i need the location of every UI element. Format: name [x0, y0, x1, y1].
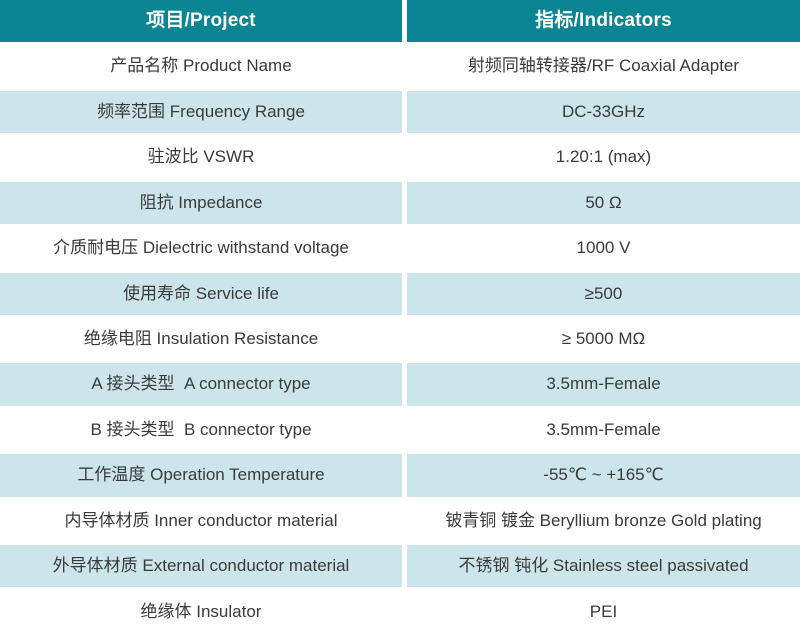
- column-divider: [402, 136, 407, 179]
- project-label: 绝缘体 Insulator: [140, 601, 262, 621]
- table-row: 外导体材质 External conductor material 不锈钢 钝化…: [0, 545, 800, 591]
- indicator-cell: PEI: [407, 590, 800, 633]
- indicator-value: 50 Ω: [585, 192, 622, 212]
- column-divider: [402, 590, 407, 633]
- indicator-value: DC-33GHz: [561, 101, 646, 121]
- column-divider: [402, 90, 407, 134]
- project-cell: 工作温度 Operation Temperature: [0, 454, 402, 497]
- indicator-cell: 不锈钢 钝化 Stainless steel passivated: [407, 545, 800, 588]
- column-divider: [402, 545, 407, 588]
- project-label: 绝缘电阻 Insulation Resistance: [83, 328, 319, 348]
- table-row: 使用寿命 Service life ≥500: [0, 272, 800, 318]
- indicator-value: ≥500: [584, 283, 623, 303]
- project-label: 频率范围 Frequency Range: [97, 101, 305, 121]
- header-cell-indicators: 指标/Indicators: [407, 0, 800, 43]
- table-row: A 接头类型 A connector type 3.5mm-Female: [0, 363, 800, 409]
- project-label: 使用寿命 Service life: [123, 283, 279, 303]
- table-row: 产品名称 Product Name 射频同轴转接器/RF Coaxial Ada…: [0, 45, 800, 91]
- column-divider: [402, 45, 407, 88]
- indicator-value: PEI: [589, 601, 618, 621]
- table-row: B 接头类型 B connector type 3.5mm-Female: [0, 408, 800, 455]
- indicator-value: -55℃ ~ +165℃: [543, 465, 664, 485]
- indicator-cell: 1.20:1 (max): [407, 136, 800, 179]
- project-cell: 使用寿命 Service life: [0, 272, 402, 315]
- indicator-value: 不锈钢 钝化 Stainless steel passivated: [458, 556, 749, 576]
- header-cell-project: 项目/Project: [0, 0, 402, 43]
- indicator-cell: 射频同轴转接器/RF Coaxial Adapter: [407, 45, 800, 88]
- project-cell: 驻波比 VSWR: [0, 136, 402, 179]
- project-label: 驻波比 VSWR: [147, 147, 255, 167]
- project-cell: 产品名称 Product Name: [0, 45, 402, 88]
- indicator-cell: 50 Ω: [407, 181, 800, 225]
- table-row: 介质耐电压 Dielectric withstand voltage 1000 …: [0, 227, 800, 273]
- project-cell: A 接头类型 A connector type: [0, 363, 402, 406]
- project-cell: 绝缘电阻 Insulation Resistance: [0, 317, 402, 361]
- project-label: 内导体材质 Inner conductor material: [64, 510, 338, 530]
- table-row: 驻波比 VSWR 1.20:1 (max): [0, 136, 800, 182]
- indicator-cell: DC-33GHz: [407, 90, 800, 134]
- table-header-row: 项目/Project 指标/Indicators: [0, 0, 800, 46]
- column-divider: [402, 272, 407, 315]
- project-label: 工作温度 Operation Temperature: [77, 465, 325, 485]
- column-divider: [402, 0, 407, 43]
- column-divider: [402, 408, 407, 452]
- table-row: 绝缘体 Insulator PEI: [0, 590, 800, 633]
- indicator-value: 1000 V: [576, 238, 631, 258]
- column-divider: [402, 227, 407, 270]
- project-cell: B 接头类型 B connector type: [0, 408, 402, 452]
- column-divider: [402, 181, 407, 225]
- project-cell: 绝缘体 Insulator: [0, 590, 402, 633]
- project-cell: 介质耐电压 Dielectric withstand voltage: [0, 227, 402, 270]
- table-row: 频率范围 Frequency Range DC-33GHz: [0, 90, 800, 137]
- indicator-value: 3.5mm-Female: [546, 419, 661, 439]
- project-cell: 频率范围 Frequency Range: [0, 90, 402, 134]
- column-divider: [402, 363, 407, 406]
- table-row: 内导体材质 Inner conductor material 铍青铜 镀金 Be…: [0, 499, 800, 546]
- indicator-value: 1.20:1 (max): [555, 147, 652, 167]
- indicator-cell: 3.5mm-Female: [407, 408, 800, 452]
- indicator-value: 射频同轴转接器/RF Coaxial Adapter: [467, 56, 740, 76]
- project-cell: 外导体材质 External conductor material: [0, 545, 402, 588]
- project-label: A 接头类型 A connector type: [91, 374, 311, 394]
- project-label: 介质耐电压 Dielectric withstand voltage: [53, 238, 349, 258]
- table-row: 工作温度 Operation Temperature -55℃ ~ +165℃: [0, 454, 800, 500]
- indicator-value: 3.5mm-Female: [546, 374, 661, 394]
- indicator-value: ≥ 5000 MΩ: [561, 328, 646, 348]
- indicator-cell: 铍青铜 镀金 Beryllium bronze Gold plating: [407, 499, 800, 543]
- project-label: 外导体材质 External conductor material: [52, 556, 350, 576]
- indicator-cell: ≥500: [407, 272, 800, 315]
- table-row: 阻抗 Impedance 50 Ω: [0, 181, 800, 228]
- table-row: 绝缘电阻 Insulation Resistance ≥ 5000 MΩ: [0, 317, 800, 364]
- project-label: B 接头类型 B connector type: [90, 419, 312, 439]
- column-divider: [402, 454, 407, 497]
- indicator-cell: 3.5mm-Female: [407, 363, 800, 406]
- indicator-value: 铍青铜 镀金 Beryllium bronze Gold plating: [445, 510, 762, 530]
- indicator-cell: ≥ 5000 MΩ: [407, 317, 800, 361]
- project-cell: 阻抗 Impedance: [0, 181, 402, 225]
- header-indicators-label: 指标/Indicators: [535, 9, 672, 31]
- indicator-cell: -55℃ ~ +165℃: [407, 454, 800, 497]
- header-project-label: 项目/Project: [146, 9, 256, 31]
- column-divider: [402, 499, 407, 543]
- project-cell: 内导体材质 Inner conductor material: [0, 499, 402, 543]
- indicator-cell: 1000 V: [407, 227, 800, 270]
- project-label: 阻抗 Impedance: [139, 192, 263, 212]
- column-divider: [402, 317, 407, 361]
- project-label: 产品名称 Product Name: [110, 56, 292, 76]
